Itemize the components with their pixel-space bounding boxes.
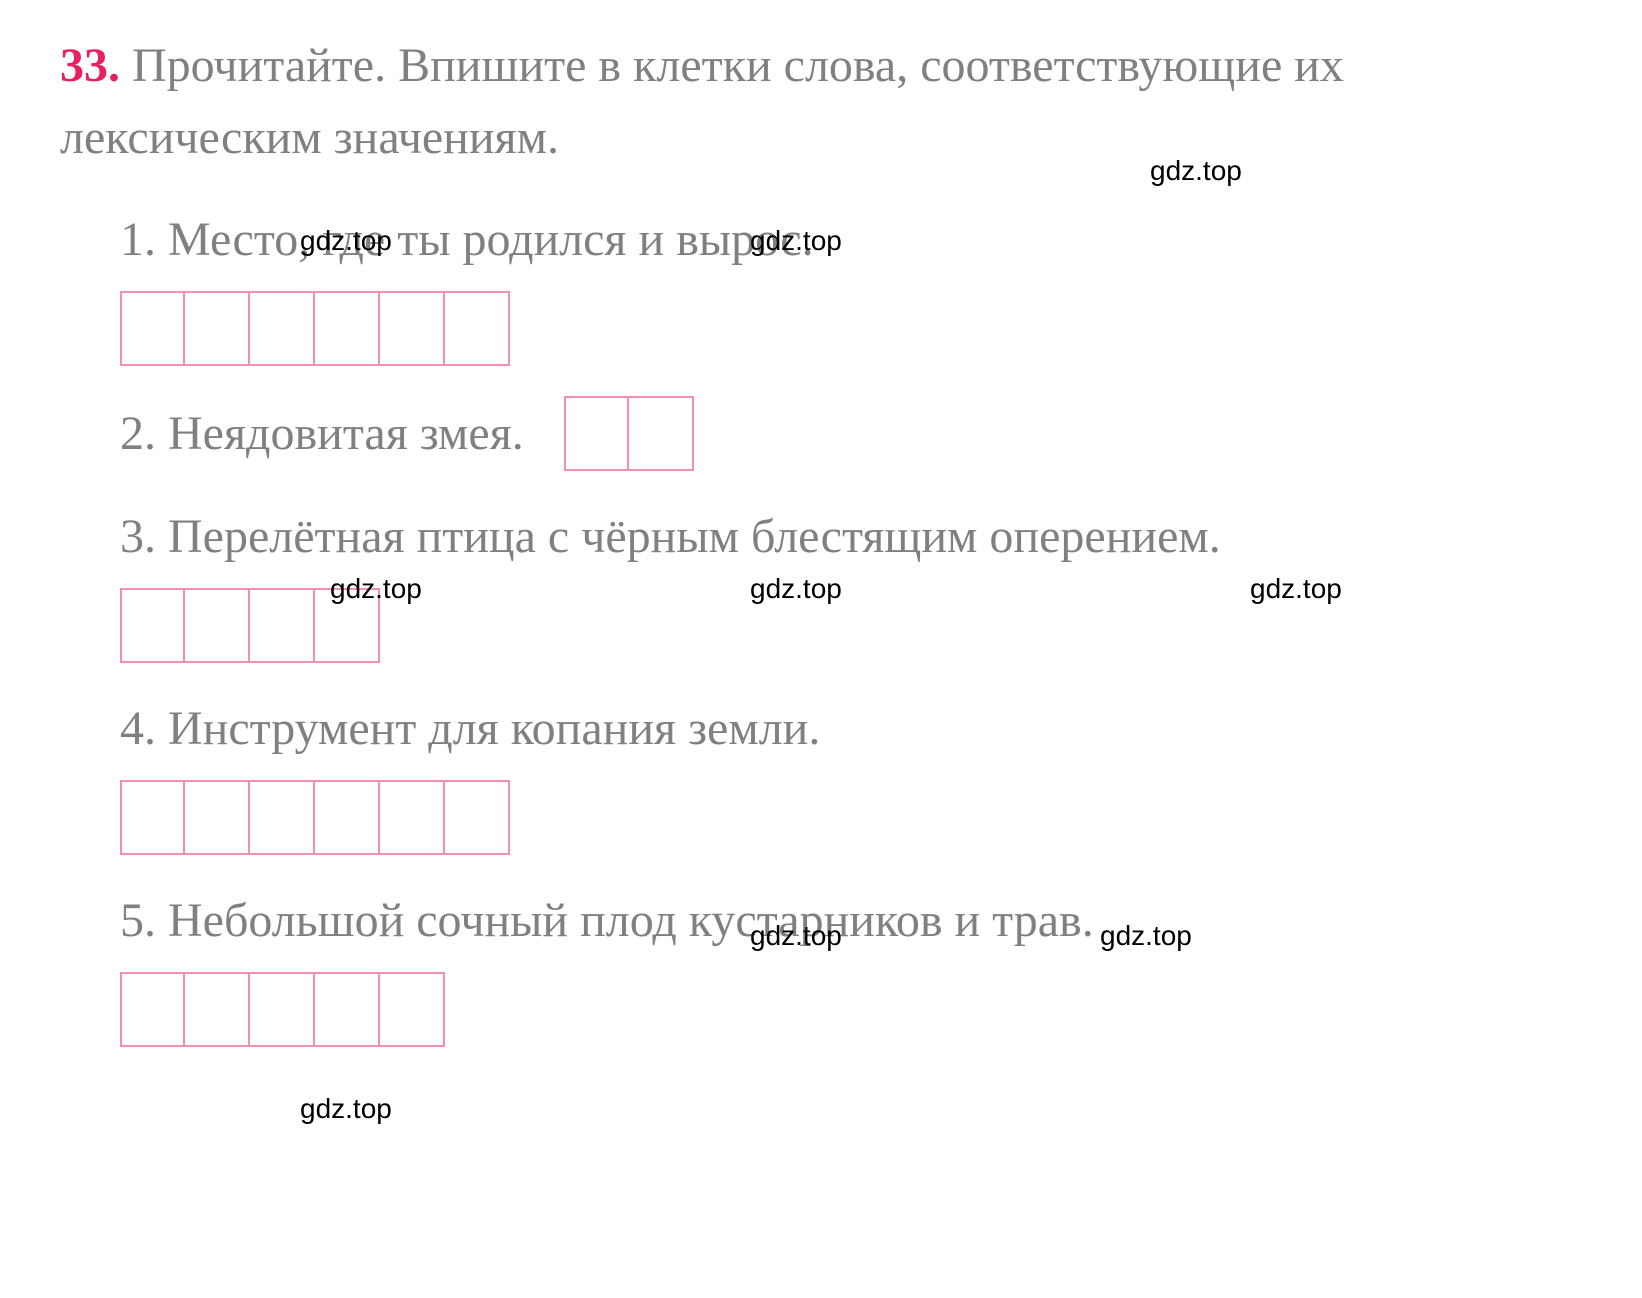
answer-box[interactable] (445, 780, 510, 855)
answer-box[interactable] (185, 972, 250, 1047)
question-item: 2. Неядовитая змея. (60, 396, 1582, 471)
answer-box[interactable] (185, 780, 250, 855)
answer-box[interactable] (250, 780, 315, 855)
answer-box[interactable] (120, 291, 185, 366)
question-text: 3. Перелётная птица с чёрным блестящим о… (120, 501, 1582, 573)
answer-box[interactable] (315, 291, 380, 366)
watermark-text: gdz.top (300, 1093, 392, 1125)
answer-boxes[interactable] (120, 291, 1582, 366)
exercise-header: 33. Прочитайте. Впишите в клетки слова, … (60, 30, 1582, 174)
answer-box[interactable] (120, 780, 185, 855)
answer-box[interactable] (380, 291, 445, 366)
question-text: 5. Небольшой сочный плод кустарников и т… (120, 885, 1582, 957)
answer-box[interactable] (250, 972, 315, 1047)
answer-box[interactable] (315, 780, 380, 855)
answer-boxes[interactable] (120, 972, 1582, 1047)
answer-box[interactable] (120, 588, 185, 663)
answer-box[interactable] (629, 396, 694, 471)
answer-box[interactable] (564, 396, 629, 471)
answer-box[interactable] (380, 972, 445, 1047)
watermark-text: gdz.top (750, 573, 842, 605)
watermark-text: gdz.top (750, 225, 842, 257)
watermark-text: gdz.top (1150, 155, 1242, 187)
question-item: 5. Небольшой сочный плод кустарников и т… (60, 885, 1582, 1047)
exercise-number: 33. (60, 39, 120, 92)
answer-box[interactable] (120, 972, 185, 1047)
answer-box[interactable] (380, 780, 445, 855)
watermark-text: gdz.top (330, 573, 422, 605)
watermark-text: gdz.top (1250, 573, 1342, 605)
answer-boxes[interactable] (120, 780, 1582, 855)
watermark-text: gdz.top (1100, 920, 1192, 952)
question-text: 2. Неядовитая змея. (120, 398, 524, 470)
answer-box[interactable] (250, 291, 315, 366)
watermark-text: gdz.top (750, 920, 842, 952)
answer-box[interactable] (185, 588, 250, 663)
answer-box[interactable] (185, 291, 250, 366)
answer-boxes[interactable] (564, 396, 694, 471)
exercise-instruction: Прочитайте. Впишите в клетки слова, соот… (60, 39, 1344, 164)
answer-box[interactable] (445, 291, 510, 366)
question-row: 2. Неядовитая змея. (60, 396, 1582, 471)
question-text: 4. Инструмент для копания земли. (120, 693, 1582, 765)
question-item: 4. Инструмент для копания земли. (60, 693, 1582, 855)
watermark-text: gdz.top (300, 225, 392, 257)
answer-box[interactable] (250, 588, 315, 663)
answer-box[interactable] (315, 972, 380, 1047)
